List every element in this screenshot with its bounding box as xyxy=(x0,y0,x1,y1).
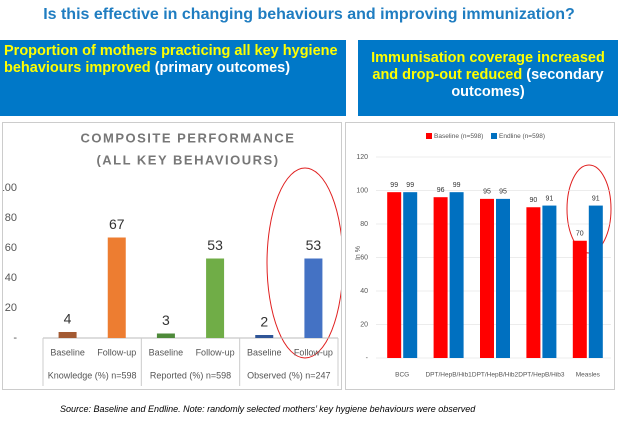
bar xyxy=(526,207,541,358)
bar xyxy=(433,197,448,358)
y-tick-label: - xyxy=(13,332,17,344)
x-tick-label: Baseline xyxy=(50,347,85,357)
data-label: 95 xyxy=(483,189,491,196)
x-tick-label: Measles xyxy=(576,372,601,379)
header-highlight: Immunisation coverage increased and drop… xyxy=(371,50,605,83)
y-tick-label: 60 xyxy=(5,242,17,254)
highlight-ellipse xyxy=(266,167,341,359)
slide-title: Is this effective in changing behaviours… xyxy=(43,6,575,23)
bar xyxy=(206,258,225,338)
chart-title: COMPOSITE PERFORMANCE xyxy=(81,130,296,145)
data-label: 67 xyxy=(109,216,125,232)
data-label: 53 xyxy=(207,237,223,253)
x-tick-label: Follow-up xyxy=(97,347,136,357)
header-rest: (primary outcomes) xyxy=(154,60,291,76)
bar xyxy=(107,237,126,338)
data-label: 91 xyxy=(546,195,554,202)
bar xyxy=(156,333,175,338)
x-tick-label: BCG xyxy=(395,372,409,379)
x-tick-label: Follow-up xyxy=(196,347,235,357)
chart: COMPOSITE PERFORMANCE (ALL KEY BEHAVIOURS… xyxy=(2,122,342,390)
y-tick-label: 20 xyxy=(360,321,368,328)
data-label: 99 xyxy=(453,182,461,189)
group-label: Observed (%) n=247 xyxy=(247,370,330,380)
bar xyxy=(304,258,323,338)
bar xyxy=(387,192,402,358)
data-label: 99 xyxy=(390,182,398,189)
bar xyxy=(496,198,510,358)
y-tick-label: 100 xyxy=(356,187,368,194)
chart-title: (ALL KEY BEHAVIOURS) xyxy=(96,152,279,167)
header-rest: (secondary outcomes) xyxy=(451,67,604,100)
y-tick-label: 40 xyxy=(360,288,368,295)
bar xyxy=(588,205,603,358)
bar xyxy=(449,192,464,358)
y-tick-label: 80 xyxy=(360,221,368,228)
group-label: Knowledge (%) n=598 xyxy=(48,370,137,380)
chart: - 20 40 60 80 100 120 In % Baseline (n=598) Endli… xyxy=(345,122,615,390)
left-header: Proportion of mothers practicing all key… xyxy=(0,40,346,116)
x-tick-label: Follow-up xyxy=(294,347,333,357)
bar xyxy=(58,332,77,338)
right-header: Immunisation coverage increased and drop… xyxy=(358,40,618,116)
data-label: 96 xyxy=(437,187,445,194)
y-tick-label: 60 xyxy=(360,254,368,261)
legend-label: Endline (n=598) xyxy=(499,133,545,140)
data-label: 2 xyxy=(260,314,268,330)
legend-swatch xyxy=(426,133,432,139)
y-tick-label: 20 xyxy=(5,302,17,314)
bar xyxy=(572,240,587,358)
x-tick-label: DPT/HepB/Hib3 xyxy=(518,372,565,379)
y-axis-label: In % xyxy=(355,246,362,260)
header-highlight: Proportion of mothers practicing all key… xyxy=(4,43,338,76)
source-note: Source: Baseline and Endline. Note: rand… xyxy=(60,404,476,414)
group-label: Reported (%) n=598 xyxy=(150,370,231,380)
data-label: 91 xyxy=(592,195,600,202)
data-label: 99 xyxy=(406,182,414,189)
data-label: 3 xyxy=(162,312,170,328)
y-tick-label: 80 xyxy=(5,212,17,224)
bar xyxy=(542,205,557,358)
y-tick-label: 100 xyxy=(2,182,17,194)
y-tick-label: 120 xyxy=(356,154,368,161)
y-tick-label: 40 xyxy=(5,272,17,284)
data-label: 90 xyxy=(530,197,538,204)
data-label: 53 xyxy=(306,237,322,253)
data-label: 4 xyxy=(64,311,72,327)
x-tick-label: Baseline xyxy=(247,347,282,357)
y-tick-label: - xyxy=(366,355,369,362)
bar xyxy=(403,192,418,358)
data-label: 70 xyxy=(576,231,584,238)
legend-label: Baseline (n=598) xyxy=(434,133,483,140)
x-tick-label: Baseline xyxy=(149,347,184,357)
data-label: 95 xyxy=(499,189,507,196)
bar xyxy=(255,335,274,338)
bar xyxy=(480,198,494,358)
legend-swatch xyxy=(491,133,497,139)
x-tick-label: DPT/HepB/Hib2 xyxy=(472,372,519,379)
x-tick-label: DPT/HepB/Hib1 xyxy=(425,372,472,379)
